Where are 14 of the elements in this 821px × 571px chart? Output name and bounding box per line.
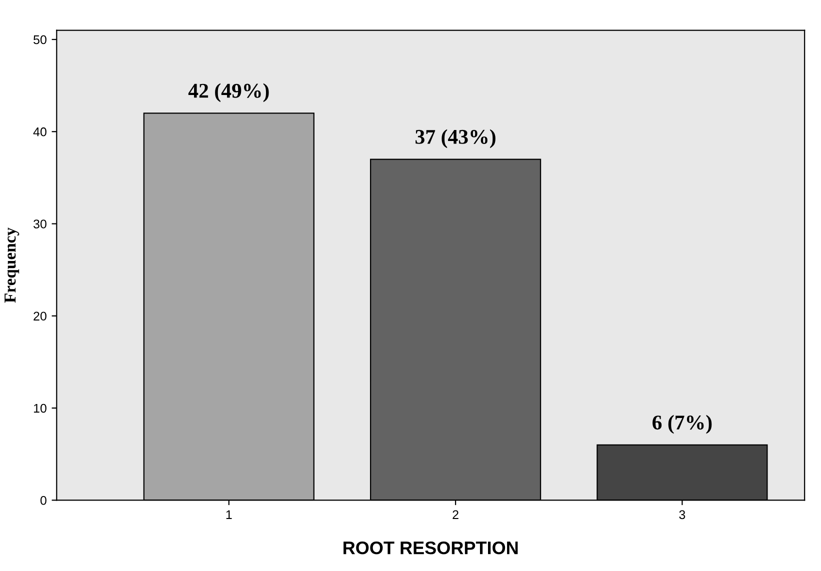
- x-axis-title: ROOT RESORPTION: [344, 541, 518, 554]
- y-tick-label: 40: [33, 127, 46, 136]
- data-label: 42 (49%): [188, 83, 269, 102]
- y-axis-title: Frequency: [4, 228, 20, 303]
- data-label: 37 (43%): [416, 129, 496, 148]
- y-tick-label: 20: [34, 312, 46, 321]
- x-tick-label: 1: [226, 510, 232, 519]
- x-tick-label: 3: [679, 510, 686, 520]
- y-tick-label: 30: [34, 220, 46, 228]
- data-label: 6 (7%): [652, 414, 712, 434]
- x-tick-label: 2: [452, 510, 458, 519]
- y-tick-label: 10: [34, 404, 46, 413]
- y-tick-label: 0: [40, 496, 46, 505]
- y-tick-label: 50: [34, 35, 46, 44]
